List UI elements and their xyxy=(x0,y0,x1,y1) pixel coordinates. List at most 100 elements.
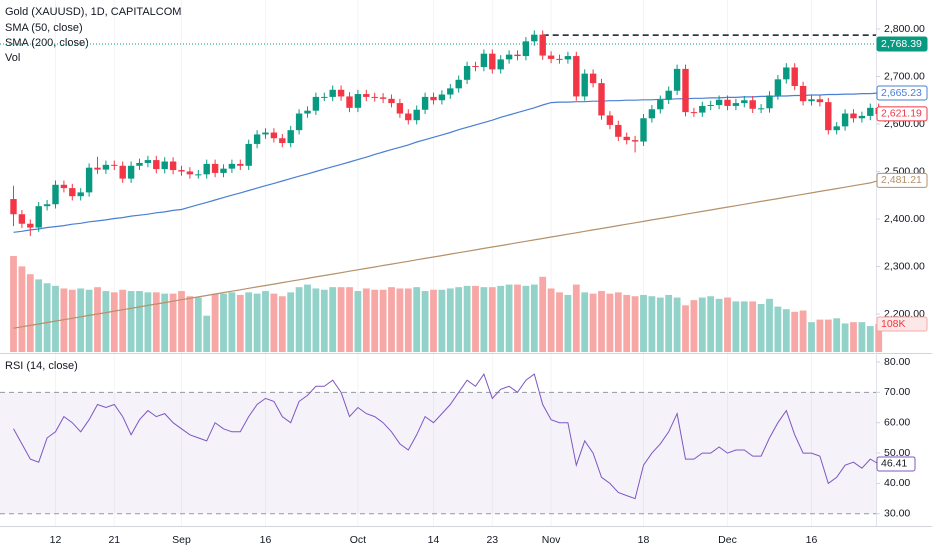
volume-bar xyxy=(740,301,748,352)
y-tick-label: 80.00 xyxy=(884,356,910,368)
volume-bar xyxy=(850,322,857,352)
y-tick-label: 40.00 xyxy=(884,477,910,489)
volume-bar xyxy=(77,288,85,352)
volume-bar xyxy=(186,296,194,352)
volume-bar xyxy=(337,287,345,352)
volume-bar xyxy=(35,279,43,352)
candle-body xyxy=(623,136,630,141)
candle-body xyxy=(211,163,219,173)
volume-bar xyxy=(589,293,597,352)
candle-body xyxy=(657,99,664,110)
y-tick-label: 2,400.00 xyxy=(884,213,925,225)
sma-last-label-box xyxy=(876,172,928,188)
candle-body xyxy=(732,103,740,106)
volume-bar xyxy=(430,289,437,352)
candle-body xyxy=(640,118,647,142)
legend-sma50: SMA (50, close) xyxy=(5,22,83,34)
candle-body xyxy=(791,67,798,86)
candle-body xyxy=(321,96,328,98)
volume-bar xyxy=(152,292,160,352)
candle-body xyxy=(153,160,160,170)
candle-body xyxy=(581,73,588,97)
x-tick-label: Sep xyxy=(172,534,191,546)
candle-body xyxy=(724,99,731,106)
candle-body xyxy=(841,113,849,127)
candle-body xyxy=(363,94,370,97)
candle-body xyxy=(799,85,807,102)
candle-body xyxy=(480,53,488,67)
candle-body xyxy=(589,73,597,84)
volume-bar xyxy=(94,287,101,352)
volume-bar xyxy=(110,292,118,352)
volume-bar xyxy=(329,287,337,352)
volume-bar xyxy=(144,292,152,352)
volume-bar xyxy=(724,297,731,352)
sma-line xyxy=(13,179,879,329)
candle-body xyxy=(707,104,714,106)
candle-body xyxy=(237,163,244,166)
x-tick-label: Oct xyxy=(350,534,366,546)
legend-sma200: SMA (200, close) xyxy=(5,37,89,49)
candle-body xyxy=(186,171,194,175)
x-tick-label: 21 xyxy=(108,534,120,546)
volume-bar xyxy=(127,291,135,352)
candle-body xyxy=(346,96,353,108)
candle-body xyxy=(522,41,530,57)
volume-bar xyxy=(102,291,110,352)
volume-bar xyxy=(26,274,34,352)
candle-body xyxy=(850,113,857,119)
candle-body xyxy=(279,138,286,143)
volume-bar xyxy=(438,289,446,352)
volume-bar xyxy=(598,291,605,352)
volume-bar xyxy=(875,323,883,352)
volume-bar xyxy=(85,289,93,352)
volume-bar xyxy=(228,292,236,352)
volume-bar xyxy=(782,309,790,352)
volume-bar xyxy=(10,256,17,352)
candle-body xyxy=(472,66,479,68)
candle-body xyxy=(18,214,26,224)
volume-bar xyxy=(656,297,664,352)
volume-bar xyxy=(690,300,698,352)
sma-line xyxy=(13,92,879,233)
candle-body xyxy=(514,54,521,57)
candle-body xyxy=(438,94,446,101)
volume-bar xyxy=(514,284,521,352)
candle-body xyxy=(195,174,202,176)
candle-body xyxy=(287,130,294,143)
candle-body xyxy=(354,94,362,108)
volume-bar xyxy=(698,297,706,352)
candle-body xyxy=(690,112,698,114)
volume-bar xyxy=(547,288,555,352)
y-tick-label: 2,800.00 xyxy=(884,23,925,35)
last-price-label: 2,621.19 xyxy=(881,108,922,120)
sma-last-label-box xyxy=(876,85,928,101)
candle-body xyxy=(60,184,68,189)
candle-body xyxy=(371,96,378,98)
candle-body xyxy=(808,99,815,102)
volume-bar xyxy=(421,291,429,352)
volume-bar xyxy=(858,322,866,352)
candle-body xyxy=(52,184,59,205)
y-tick-label: 60.00 xyxy=(884,416,910,428)
volume-bar xyxy=(631,296,639,352)
volume-bar xyxy=(606,293,614,352)
candle-body xyxy=(749,100,756,109)
volume-bar xyxy=(707,296,715,352)
candle-body xyxy=(505,54,513,60)
rsi-band xyxy=(0,392,876,514)
candle-body xyxy=(136,162,143,166)
legend-volume: Vol xyxy=(5,52,20,64)
volume-bar xyxy=(463,285,471,352)
candle-body xyxy=(825,102,832,131)
volume-bar xyxy=(43,283,51,352)
candle-body xyxy=(421,96,429,110)
volume-bar xyxy=(178,291,185,352)
candle-body xyxy=(312,96,320,111)
volume-last-label: 108K xyxy=(881,318,906,330)
price-line-label-box xyxy=(876,36,928,52)
volume-bar xyxy=(497,285,505,352)
candle-body xyxy=(94,167,101,170)
volume-bar xyxy=(379,289,387,352)
volume-bar xyxy=(446,288,454,352)
